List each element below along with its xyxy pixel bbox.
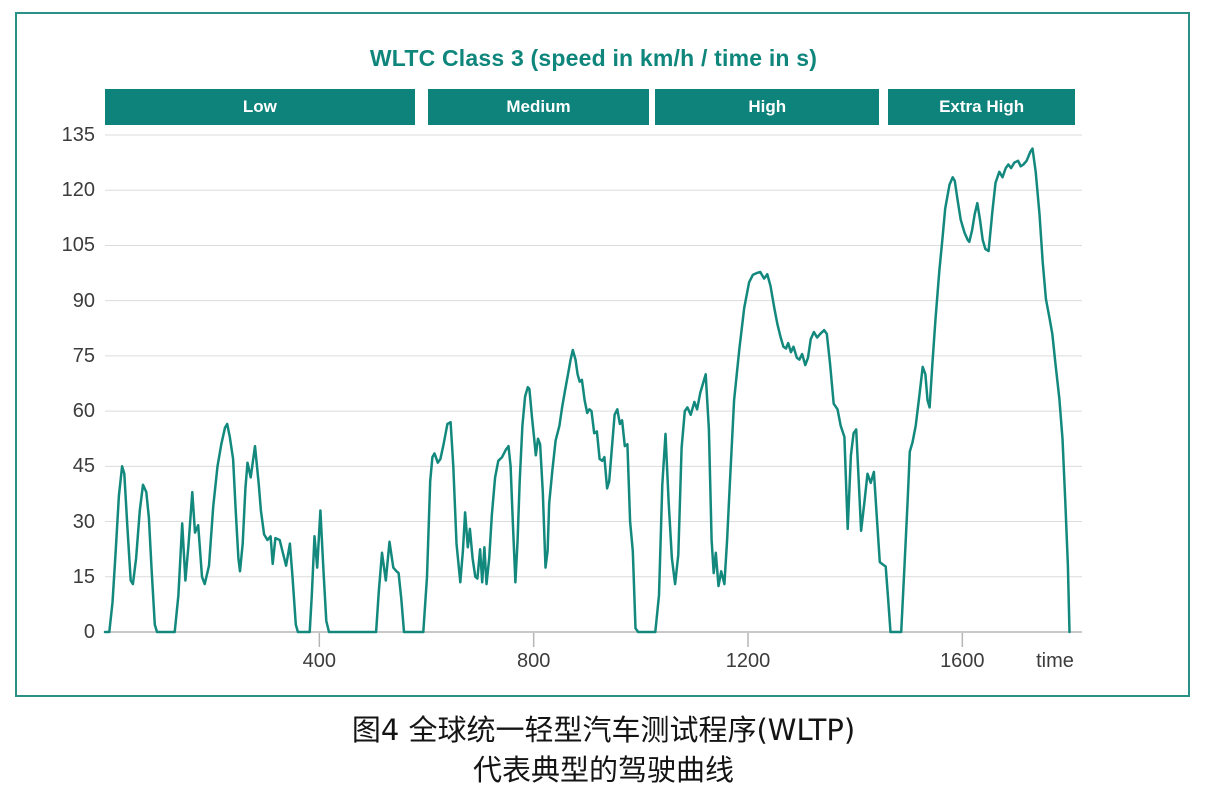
y-tick-label: 15 <box>72 565 95 588</box>
y-tick-label: 105 <box>61 234 95 257</box>
figure-caption: 图4 全球统一轻型汽车测试程序(WLTP) 代表典型的驾驶曲线 <box>0 710 1207 790</box>
y-tick-label: 135 <box>61 124 95 146</box>
x-tick-label: 400 <box>302 650 337 672</box>
caption-line-1: 图4 全球统一轻型汽车测试程序(WLTP) <box>351 713 856 747</box>
y-tick-label: 90 <box>72 289 95 312</box>
phase-bar-medium: Medium <box>427 89 650 125</box>
y-tick-label: 0 <box>83 621 95 643</box>
phase-bar-high: High <box>655 89 880 125</box>
phase-bar-extra-high: Extra High <box>888 89 1075 125</box>
chart-panel: WLTC Class 3 (speed in km/h / time in s)… <box>15 12 1190 697</box>
phase-bar-low: Low <box>105 89 415 125</box>
x-axis-title: time <box>1036 650 1074 672</box>
y-tick-label: 30 <box>72 510 95 533</box>
speed-curve <box>103 147 1071 634</box>
caption-line-2: 代表典型的驾驶曲线 <box>472 753 734 787</box>
y-tick-label: 75 <box>72 344 95 367</box>
x-tick-label: 1600 <box>940 650 985 672</box>
x-tick-label: 1200 <box>725 650 771 672</box>
speed-time-plot <box>103 134 1082 647</box>
x-tick-label: 800 <box>516 650 551 672</box>
y-tick-label: 60 <box>72 400 95 423</box>
y-tick-label: 45 <box>72 455 95 478</box>
chart-title: WLTC Class 3 (speed in km/h / time in s) <box>369 45 818 71</box>
y-tick-label: 120 <box>61 179 95 202</box>
